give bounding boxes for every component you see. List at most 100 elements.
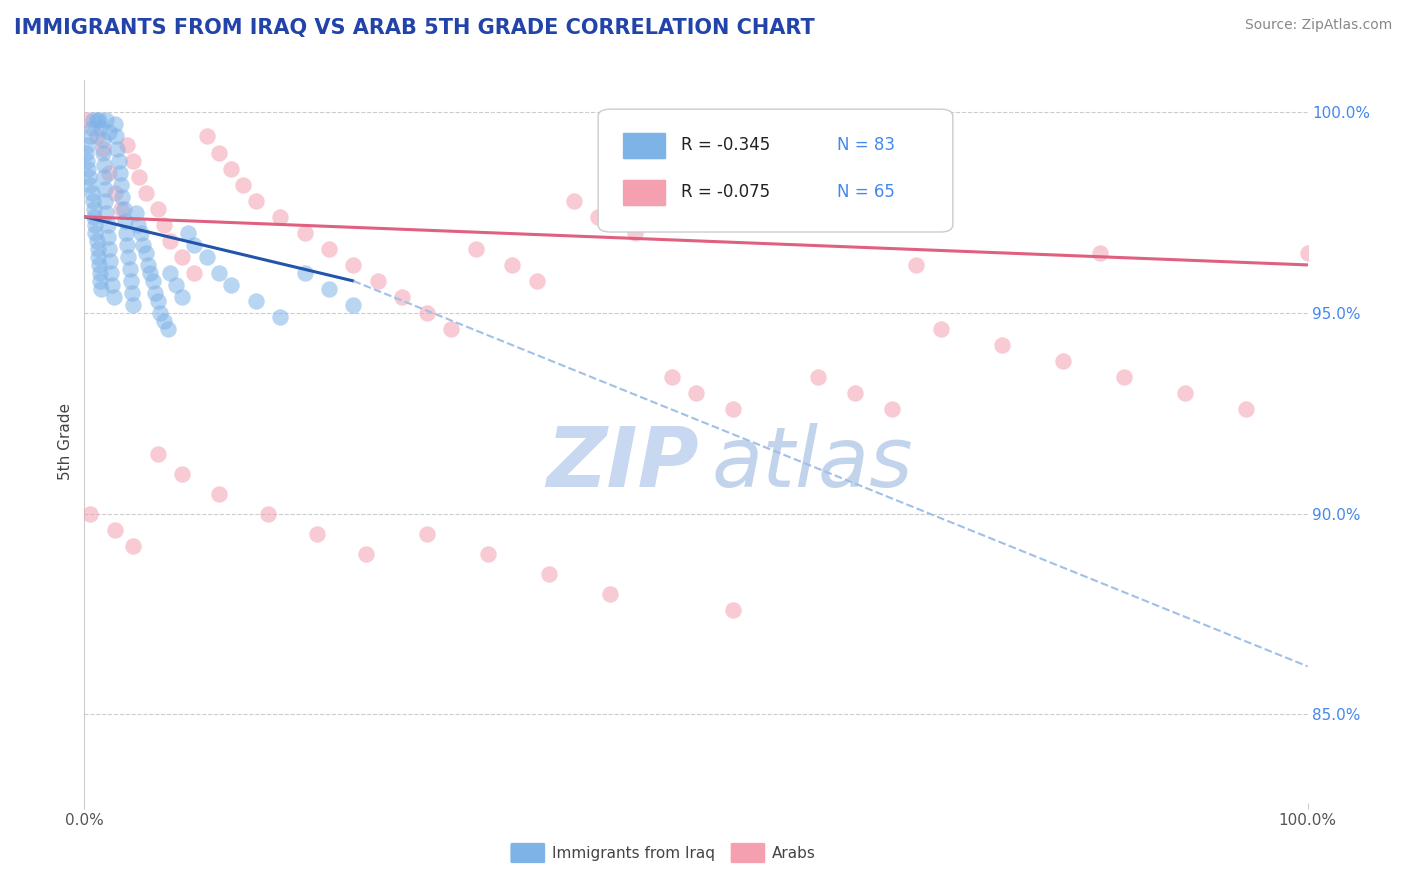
Point	[87, 242, 110, 256]
Point	[905, 258, 928, 272]
Point	[97, 242, 120, 256]
Point	[269, 310, 291, 325]
Point	[586, 210, 609, 224]
Point	[91, 134, 114, 148]
Point	[97, 230, 120, 244]
Point	[208, 487, 231, 501]
Point	[783, 194, 806, 208]
Text: atlas: atlas	[711, 423, 912, 504]
Point	[1052, 354, 1074, 368]
Point	[79, 507, 101, 521]
Point	[94, 182, 117, 196]
Point	[318, 282, 340, 296]
Point	[89, 266, 111, 280]
Point	[747, 178, 769, 192]
Point	[97, 218, 120, 232]
Point	[87, 258, 110, 272]
Text: IMMIGRANTS FROM IRAQ VS ARAB 5TH GRADE CORRELATION CHART: IMMIGRANTS FROM IRAQ VS ARAB 5TH GRADE C…	[14, 18, 815, 37]
Point	[77, 169, 100, 184]
Point	[153, 314, 176, 328]
Point	[354, 547, 377, 561]
Point	[135, 246, 157, 260]
Point	[502, 258, 524, 272]
Point	[208, 145, 231, 160]
Point	[122, 153, 145, 168]
Point	[77, 161, 100, 176]
Point	[112, 202, 135, 216]
Point	[159, 266, 181, 280]
Point	[108, 166, 131, 180]
Point	[87, 113, 110, 128]
Point	[84, 226, 107, 240]
Point	[464, 242, 486, 256]
Point	[165, 278, 187, 293]
Point	[367, 274, 389, 288]
Point	[115, 137, 138, 152]
Point	[97, 126, 120, 140]
Point	[1236, 402, 1258, 417]
Text: R = -0.345: R = -0.345	[682, 136, 770, 154]
Point	[143, 286, 166, 301]
Point	[80, 121, 103, 136]
Point	[146, 202, 169, 216]
Point	[232, 178, 254, 192]
Point	[526, 274, 548, 288]
Point	[136, 258, 159, 272]
FancyBboxPatch shape	[730, 843, 766, 863]
Point	[83, 202, 105, 216]
Point	[127, 218, 149, 232]
Point	[86, 234, 108, 248]
FancyBboxPatch shape	[623, 179, 666, 207]
Point	[100, 266, 122, 280]
Point	[96, 206, 118, 220]
Point	[91, 145, 114, 160]
Point	[159, 234, 181, 248]
FancyBboxPatch shape	[623, 132, 666, 160]
Text: N = 65: N = 65	[837, 183, 894, 202]
Point	[83, 210, 105, 224]
Point	[721, 402, 744, 417]
Text: Source: ZipAtlas.com: Source: ZipAtlas.com	[1244, 18, 1392, 32]
Point	[110, 178, 132, 192]
Point	[117, 250, 139, 264]
Point	[86, 129, 108, 144]
Text: N = 83: N = 83	[837, 136, 894, 154]
Point	[89, 274, 111, 288]
Point	[257, 507, 280, 521]
Point	[149, 306, 172, 320]
Point	[1114, 370, 1136, 384]
Point	[107, 153, 129, 168]
Point	[105, 142, 128, 156]
Point	[118, 262, 141, 277]
Point	[440, 322, 463, 336]
Point	[103, 290, 125, 304]
Point	[177, 226, 200, 240]
Point	[87, 250, 110, 264]
Point	[294, 266, 316, 280]
Point	[1088, 246, 1111, 260]
Point	[219, 161, 242, 176]
Point	[342, 298, 364, 312]
Point	[1174, 386, 1197, 401]
FancyBboxPatch shape	[598, 109, 953, 232]
Point	[101, 278, 124, 293]
Point	[139, 266, 162, 280]
Point	[929, 322, 952, 336]
Point	[86, 113, 108, 128]
Point	[90, 121, 112, 136]
Point	[391, 290, 413, 304]
Point	[1296, 246, 1319, 260]
Point	[93, 169, 115, 184]
Text: ZIP: ZIP	[547, 423, 699, 504]
Point	[477, 547, 499, 561]
Point	[121, 286, 143, 301]
Point	[75, 145, 97, 160]
Point	[183, 266, 205, 280]
Point	[104, 118, 127, 132]
Point	[122, 539, 145, 553]
Point	[77, 137, 100, 152]
Point	[991, 338, 1014, 352]
Point	[132, 238, 155, 252]
Point	[172, 250, 194, 264]
Point	[661, 370, 683, 384]
